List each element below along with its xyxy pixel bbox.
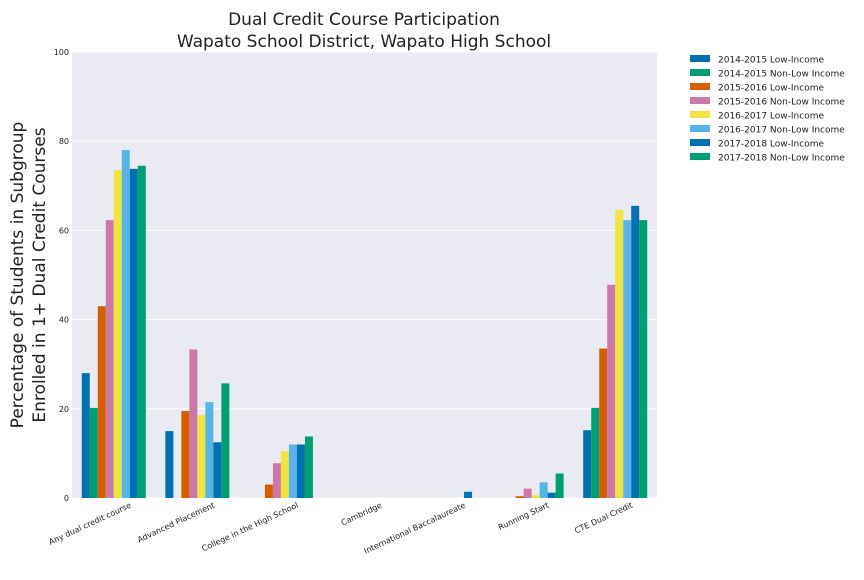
y-tick-label: 40 [59, 316, 69, 325]
legend-label: 2016-2017 Low-Income [718, 112, 824, 122]
bar [113, 170, 122, 498]
bar [555, 473, 564, 498]
bar [599, 348, 608, 498]
y-tick-label: 20 [59, 405, 69, 414]
legend-label: 2014-2015 Non-Low Income [718, 70, 845, 80]
bar [137, 165, 146, 499]
legend-label: 2017-2018 Non-Low Income [718, 154, 845, 164]
x-tick-label: CTE Dual Credit [573, 501, 634, 536]
y-axis-label-line1: Percentage of Students in Subgroup [8, 122, 28, 429]
legend-label: 2015-2016 Non-Low Income [718, 98, 845, 108]
bar [81, 373, 90, 498]
legend: 2014-2015 Low-Income 2014-2015 Non-Low In… [690, 55, 845, 164]
chart-title-line2: Wapato School District, Wapato High Scho… [177, 32, 551, 52]
bar [189, 349, 198, 498]
bar [205, 402, 214, 498]
legend-label: 2017-2018 Low-Income [718, 140, 824, 150]
bar [464, 491, 473, 498]
plot-area [72, 52, 657, 498]
bar [523, 488, 532, 498]
bar [288, 444, 297, 498]
chart-title-line1: Dual Credit Course Participation [228, 10, 500, 30]
bar [264, 484, 273, 498]
legend-swatch [690, 55, 710, 62]
x-tick-labels: Any dual credit course Advanced Placement… [47, 501, 634, 556]
y-axis-label-line2: Enrolled in 1+ Dual Credit Courses [30, 127, 50, 422]
bar [531, 495, 540, 498]
bar [547, 492, 556, 498]
bar [583, 430, 592, 498]
bar [121, 150, 130, 498]
x-tick-label: Advanced Placement [136, 501, 216, 545]
bar [296, 444, 305, 498]
bar [304, 436, 313, 498]
legend-label: 2014-2015 Low-Income [718, 56, 824, 66]
y-tick-labels: 0 20 40 60 80 100 [54, 48, 69, 503]
legend-label: 2016-2017 Non-Low Income [718, 126, 845, 136]
bar [105, 220, 114, 498]
y-tick-label: 60 [59, 226, 69, 235]
bar [631, 205, 640, 498]
legend-swatch [690, 153, 710, 160]
bar [515, 496, 524, 498]
y-tick-label: 100 [54, 48, 69, 57]
legend-swatch [690, 111, 710, 118]
bar [181, 411, 190, 498]
bar [97, 306, 106, 498]
y-tick-label: 0 [64, 494, 69, 503]
bar [129, 168, 138, 499]
bar [280, 451, 289, 498]
bar [197, 415, 206, 498]
legend-swatch [690, 83, 710, 90]
x-tick-label: Cambridge [340, 501, 384, 528]
x-tick-label: Running Start [497, 501, 551, 532]
bar [615, 209, 624, 498]
bar [639, 220, 648, 498]
bar [539, 482, 548, 498]
y-tick-label: 80 [59, 137, 69, 146]
bar [591, 407, 600, 498]
bar [607, 284, 616, 498]
bar [213, 442, 222, 498]
bar [623, 220, 632, 498]
legend-label: 2015-2016 Low-Income [718, 84, 824, 94]
legend-swatch [690, 97, 710, 104]
legend-swatch [690, 69, 710, 76]
legend-swatch [690, 139, 710, 146]
bar [165, 431, 174, 498]
x-tick-label: Any dual credit course [47, 501, 132, 547]
bar [272, 463, 281, 498]
bar [221, 383, 230, 498]
bar [89, 407, 98, 498]
bars [81, 150, 648, 499]
legend-swatch [690, 125, 710, 132]
